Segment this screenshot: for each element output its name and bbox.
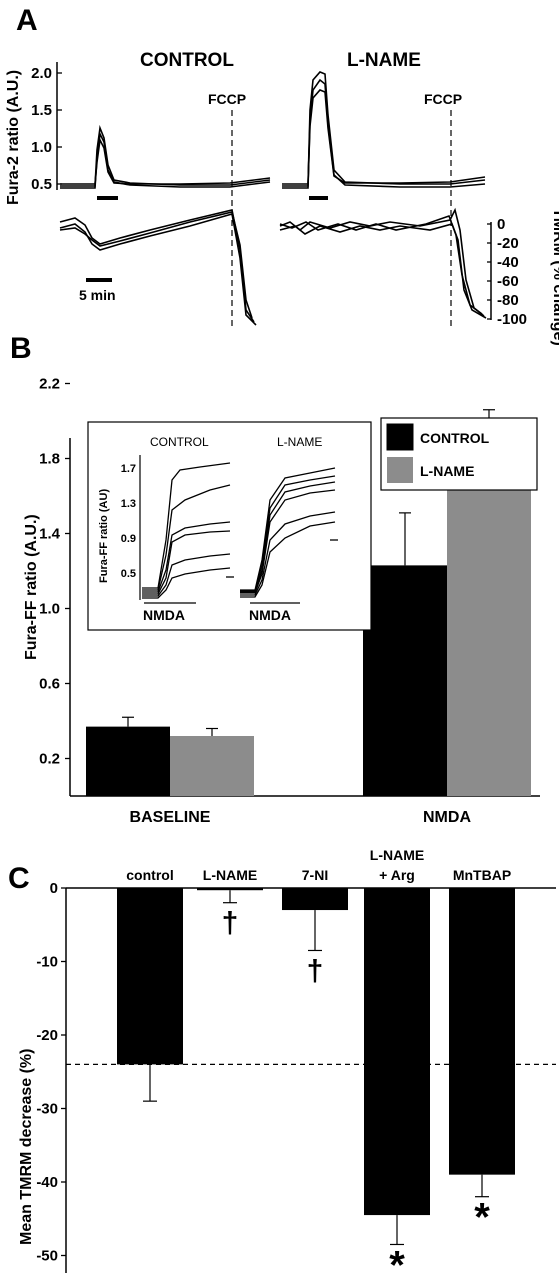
inset-tick-label: 0.9	[121, 533, 136, 545]
c-category-label: L-NAME	[203, 867, 257, 883]
c-y-tick-label: -30	[36, 1101, 58, 1118]
legend-swatch-lname	[387, 457, 413, 483]
b-y-tick-label: 2.2	[39, 376, 60, 393]
c-bars: † † * *	[117, 888, 515, 1280]
b-y-tick-label: 0.6	[39, 676, 60, 693]
c-category-labels: control L-NAME 7-NI L-NAME + Arg MnTBAP	[126, 847, 511, 883]
c-category-label: MnTBAP	[453, 867, 511, 883]
panel-b-letter: B	[10, 332, 32, 365]
b-x-labels: BASELINE NMDA	[130, 809, 472, 826]
tmrm-tick-label: -40	[497, 254, 519, 271]
b-inset: CONTROL L-NAME 1.7 1.3 0.9 0.5 Fura-FF r…	[87, 421, 372, 631]
tmrm-tick-label: -100	[497, 311, 527, 328]
c-y-ticks: 0 -10 -20 -30 -40 -50	[36, 880, 66, 1265]
tmrm-tick-label: -80	[497, 292, 519, 309]
inset-traces-lname	[240, 467, 336, 598]
fccp-label-control: FCCP	[208, 91, 246, 107]
tmrm-traces-control	[59, 209, 257, 326]
inset-tick-label: 1.3	[121, 498, 136, 510]
c-annotation: *	[474, 1196, 490, 1240]
legend-swatch-control	[386, 423, 414, 451]
inset-tick-label: 1.7	[121, 463, 136, 475]
panel-c: C control L-NAME 7-NI L-NAME + Arg MnTBAP 0 -1…	[8, 847, 556, 1280]
legend-label-lname: L-NAME	[420, 463, 474, 479]
c-y-tick-label: -20	[36, 1027, 58, 1044]
c-bar-l-name-arg	[364, 888, 430, 1216]
fura-tick-label: 1.5	[31, 102, 52, 119]
tmrm-ticks: 0 -20 -40 -60 -80 -100	[487, 216, 527, 328]
c-y-axis-title: Mean TMRM decrease (%)	[18, 1049, 35, 1246]
b-y-tick-label: 1.0	[39, 601, 60, 618]
c-y-tick-label: -50	[36, 1248, 58, 1265]
b-y-tick-label: 1.4	[39, 526, 61, 543]
tmrm-tick-label: -20	[497, 235, 519, 252]
fura-traces-control	[60, 124, 271, 189]
c-bar-7-ni	[282, 888, 348, 911]
inset-nmda-label-lname: NMDA	[249, 607, 291, 623]
inset-nmda-label-control: NMDA	[143, 607, 185, 623]
c-annotation: *	[389, 1243, 405, 1280]
b-bar-control-nmda	[363, 565, 447, 796]
inset-lname-label: L-NAME	[277, 435, 322, 449]
c-bar-mntbap	[449, 888, 515, 1175]
b-y-axis-title: Fura-FF ratio (A.U.)	[23, 514, 40, 660]
b-bar-l-name-baseline	[170, 736, 254, 796]
fccp-label-lname: FCCP	[424, 91, 462, 107]
inset-y-ticks: 1.7 1.3 0.9 0.5	[121, 463, 136, 580]
panel-a: A CONTROL L-NAME FCCP FCCP 2.0 1.5 1.0 0…	[5, 4, 559, 346]
panel-c-letter: C	[8, 862, 30, 895]
panel-a-letter: A	[16, 4, 38, 37]
c-bar-l-name	[197, 888, 263, 891]
inset-tick-label: 0.5	[121, 568, 136, 580]
b-y-tick-label: 1.8	[39, 451, 60, 468]
c-category-label: control	[126, 867, 173, 883]
c-category-label: + Arg	[379, 867, 415, 883]
tmrm-tick-label: 0	[497, 216, 505, 233]
panel-a-lname-title: L-NAME	[347, 50, 421, 71]
tmrm-tick-label: -60	[497, 273, 519, 290]
b-y-ticks: 2.2 1.8 1.4 1.0 0.6 0.2	[39, 376, 70, 768]
panel-b: B 2.2 1.8 1.4 1.0 0.6 0.2 Fura-FF ratio (A.U.…	[10, 332, 540, 826]
inset-traces-control	[142, 462, 231, 599]
tmrm-axis-title: TMRM (% change)	[550, 208, 559, 346]
fura-tick-label: 2.0	[31, 65, 52, 82]
b-bar-l-name-nmda	[447, 471, 531, 796]
legend-label-control: CONTROL	[420, 430, 490, 446]
scale-bar-label: 5 min	[79, 287, 116, 303]
inset-control-label: CONTROL	[150, 435, 209, 449]
tmrm-traces-lname	[279, 207, 487, 319]
panel-a-control-title: CONTROL	[140, 50, 234, 71]
fura-tick-label: 0.5	[31, 176, 52, 193]
c-annotation: †	[222, 907, 239, 940]
fura-traces-lname	[282, 71, 486, 189]
inset-frame	[87, 421, 372, 631]
fura-tick-label: 1.0	[31, 139, 52, 156]
c-y-tick-label: -40	[36, 1174, 58, 1191]
c-y-tick-label: 0	[50, 880, 58, 897]
c-bar-control	[117, 888, 183, 1065]
inset-y-axis-title: Fura-FF ratio (AU)	[98, 489, 110, 583]
b-y-tick-label: 0.2	[39, 751, 60, 768]
b-legend: CONTROL L-NAME	[380, 417, 538, 491]
b-x-label: BASELINE	[130, 809, 211, 826]
c-annotation: †	[307, 954, 324, 987]
c-y-tick-label: -10	[36, 954, 58, 971]
c-category-label: L-NAME	[370, 847, 424, 863]
c-category-label: 7-NI	[302, 867, 328, 883]
b-x-label: NMDA	[423, 809, 471, 826]
b-bars	[86, 409, 531, 796]
b-bar-control-baseline	[86, 726, 170, 796]
fura-axis-title: Fura-2 ratio (A.U.)	[5, 70, 22, 205]
